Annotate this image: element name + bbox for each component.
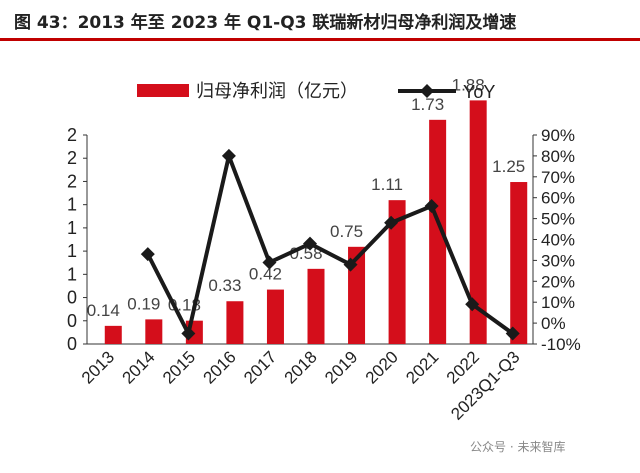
bar <box>388 200 406 344</box>
x-tick-label: 2021 <box>402 347 442 387</box>
bar-series <box>104 100 528 344</box>
figure-title: 图 43：2013 年至 2023 年 Q1-Q3 联瑞新材归母净利润及增速 <box>14 13 517 33</box>
yoy-marker <box>505 326 520 341</box>
yoy-line <box>146 153 514 336</box>
bar-value-label: 0.19 <box>127 294 160 313</box>
x-tick-label: 2018 <box>281 347 321 387</box>
right-axis-ticks: -10% 0% 10% 20% 30%40% 50% 60% 70% 80% 90% <box>533 126 581 354</box>
left-tick-label: 2 <box>67 171 77 191</box>
title-divider <box>0 38 640 41</box>
bar <box>429 119 447 344</box>
legend-swatch-marker <box>420 84 434 98</box>
right-tick-label: 90% <box>541 126 575 145</box>
right-tick-label: 70% <box>541 168 575 187</box>
left-tick-label: 2 <box>67 148 77 168</box>
yoy-marker <box>343 257 358 272</box>
yoy-marker <box>424 199 439 214</box>
x-tick-label: 2019 <box>321 347 361 387</box>
legend-label-bar: 归母净利润（亿元） <box>196 81 358 102</box>
bar-value-label: 1.73 <box>411 95 444 114</box>
x-tick-label: 2014 <box>118 347 158 387</box>
left-tick-label: 2 <box>67 125 77 145</box>
bar <box>226 301 244 344</box>
bar-value-label: 1.11 <box>371 175 403 194</box>
yoy-marker <box>465 297 480 312</box>
right-tick-label: 80% <box>541 147 575 166</box>
x-tick-label: 2015 <box>159 347 199 387</box>
x-tick-label: 2013 <box>78 347 118 387</box>
left-tick-label: 0 <box>67 311 77 331</box>
x-axis-ticks: 2013 2014 2015 2016 2017 2018 2019 2020 2021 2022… <box>78 347 524 423</box>
bar <box>307 268 325 344</box>
legend: 归母净利润（亿元） YoY <box>137 81 495 102</box>
bar <box>266 289 284 344</box>
watermark: 公众号 · 未来智库 <box>470 440 566 454</box>
right-tick-label: 0% <box>541 314 566 333</box>
yoy-marker <box>384 215 399 230</box>
left-tick-label: 1 <box>67 241 77 261</box>
left-tick-label: 1 <box>67 218 77 238</box>
yoy-marker <box>262 255 277 270</box>
right-tick-label: 20% <box>541 272 575 291</box>
yoy-marker <box>181 326 196 341</box>
x-tick-label: 2016 <box>200 347 240 387</box>
bar-value-label: 1.25 <box>492 157 525 176</box>
yoy-line-series <box>140 148 520 341</box>
right-tick-label: -10% <box>541 335 581 354</box>
right-tick-label: 30% <box>541 251 575 270</box>
right-tick-label: 10% <box>541 293 575 312</box>
bar <box>145 319 163 344</box>
left-tick-label: 0 <box>67 288 77 308</box>
bar-value-labels: 0.14 0.19 0.180.330.420.580.751.111.731.88… <box>87 75 526 319</box>
bar <box>510 182 528 344</box>
bar-value-label: 0.42 <box>249 265 282 284</box>
legend-label-line: YoY <box>463 82 495 102</box>
yoy-marker <box>303 236 317 251</box>
left-tick-label: 1 <box>67 195 77 215</box>
left-axis-ticks: 0 0 0 1 1 1 1 2 2 2 <box>67 125 87 354</box>
bar-value-label: 0.75 <box>330 222 363 241</box>
x-tick-label: 2020 <box>362 347 402 387</box>
legend-swatch-bar <box>137 84 189 97</box>
bar-value-label: 0.14 <box>87 301 120 320</box>
right-tick-label: 60% <box>541 189 575 208</box>
left-tick-label: 1 <box>67 264 77 284</box>
right-tick-label: 40% <box>541 231 575 250</box>
bar <box>348 246 366 344</box>
yoy-marker <box>140 247 155 262</box>
yoy-marker <box>221 148 236 163</box>
right-tick-label: 50% <box>541 210 575 229</box>
left-tick-label: 0 <box>67 334 77 354</box>
bar <box>469 100 487 344</box>
x-tick-label: 2017 <box>240 347 280 387</box>
bar <box>104 325 122 344</box>
bar-value-label: 0.33 <box>208 276 241 295</box>
bar-value-label: 1.88 <box>452 75 485 94</box>
